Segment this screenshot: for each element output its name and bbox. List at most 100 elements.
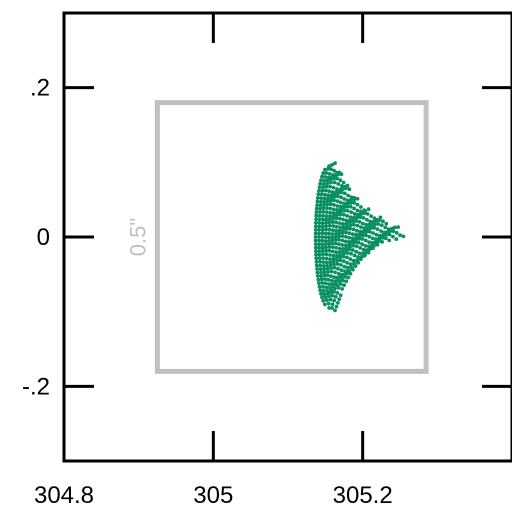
data-point (344, 218, 349, 223)
data-point (336, 191, 341, 196)
data-point (317, 217, 322, 222)
data-point (319, 196, 323, 201)
data-point (339, 268, 344, 273)
data-point (314, 210, 319, 215)
data-point (355, 202, 360, 207)
data-point (363, 244, 368, 248)
data-point (327, 245, 332, 249)
data-point (318, 181, 323, 186)
data-point (380, 240, 384, 244)
data-point (345, 255, 349, 260)
data-point (358, 257, 363, 262)
data-point (388, 229, 392, 234)
data-point (362, 254, 366, 258)
data-point (367, 240, 371, 245)
x-tick-label: 305 (193, 482, 233, 509)
data-point (369, 214, 373, 219)
data-point (317, 221, 322, 225)
data-point (328, 184, 332, 189)
data-point (325, 210, 329, 215)
data-point (361, 247, 366, 252)
data-point (321, 213, 325, 218)
data-point (323, 277, 327, 281)
data-point (332, 195, 337, 199)
data-point (330, 241, 335, 246)
data-point (381, 219, 385, 224)
data-point (328, 198, 333, 203)
data-point (359, 225, 363, 230)
data-point (360, 233, 365, 238)
data-point (371, 246, 375, 251)
data-point (319, 274, 323, 278)
data-point (387, 232, 392, 237)
data-point (328, 257, 332, 261)
data-point (331, 245, 335, 250)
data-point (314, 249, 318, 254)
data-point (328, 210, 333, 215)
data-point (315, 199, 320, 204)
data-point (327, 294, 331, 299)
data-point (323, 242, 328, 247)
data-point (333, 237, 338, 242)
data-point (322, 273, 327, 278)
data-point (329, 274, 333, 278)
data-point (328, 202, 333, 207)
data-point (330, 235, 335, 240)
data-point (351, 258, 356, 263)
data-point (354, 244, 359, 249)
data-point (337, 237, 341, 242)
data-point (317, 245, 322, 250)
data-point (327, 172, 332, 176)
data-point (327, 220, 332, 225)
data-point (313, 242, 318, 247)
data-point (315, 274, 320, 278)
data-point (325, 178, 330, 183)
data-point (350, 248, 355, 252)
data-point (321, 256, 325, 260)
data-point (336, 172, 341, 177)
data-point (363, 238, 368, 243)
data-point (342, 283, 346, 287)
data-point (332, 198, 336, 203)
data-point (364, 233, 368, 238)
data-point (334, 250, 338, 255)
data-points (313, 161, 406, 313)
data-point (333, 270, 337, 275)
data-point (334, 304, 339, 309)
data-point (344, 279, 349, 284)
data-point (344, 186, 348, 191)
data-point (360, 221, 365, 226)
data-point (332, 290, 336, 294)
data-point (370, 236, 375, 241)
data-point (333, 161, 337, 166)
data-point (332, 265, 337, 270)
data-point (338, 212, 343, 217)
data-point (319, 178, 323, 183)
data-point (316, 277, 321, 282)
data-point (364, 222, 369, 227)
data-point (314, 259, 319, 264)
data-point (357, 251, 362, 256)
data-point (325, 199, 330, 204)
data-point (340, 187, 345, 192)
data-point (322, 292, 327, 296)
data-point (339, 263, 343, 267)
data-point (317, 238, 321, 243)
data-point (331, 214, 336, 218)
data-point (328, 177, 333, 182)
data-point (344, 230, 348, 235)
y-tick-label: .2 (30, 75, 50, 102)
data-point (318, 199, 323, 204)
data-point (338, 225, 342, 230)
data-point (314, 220, 318, 225)
data-point (330, 163, 334, 167)
data-point (334, 245, 339, 250)
data-point (327, 223, 332, 228)
data-point (320, 174, 324, 179)
data-point (325, 273, 330, 278)
data-point (345, 204, 350, 209)
data-point (334, 216, 339, 221)
data-point (320, 227, 325, 232)
data-point (317, 235, 321, 239)
